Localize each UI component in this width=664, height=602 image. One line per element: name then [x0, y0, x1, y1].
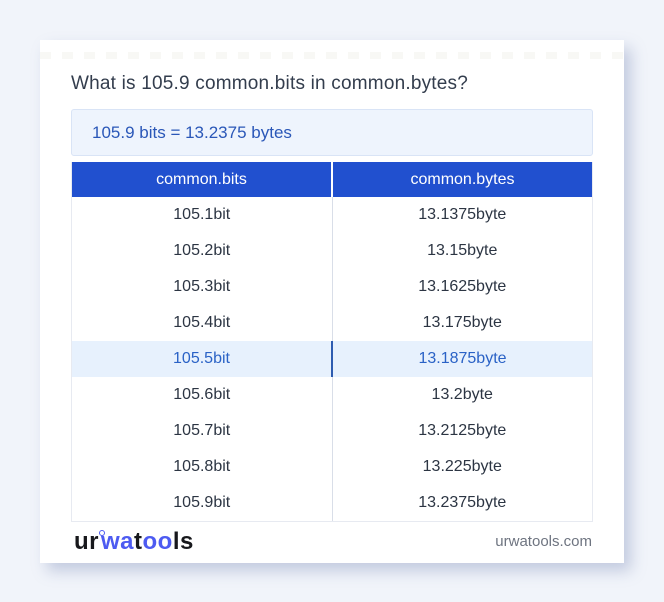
bits-cell: 105.2bit	[72, 233, 333, 269]
table-row[interactable]: 105.4bit 13.175byte	[72, 305, 592, 341]
bits-cell: 105.3bit	[72, 269, 333, 305]
bits-cell: 105.8bit	[72, 449, 333, 485]
logo-text: ur	[74, 527, 99, 555]
column-header-bytes: common.bytes	[333, 162, 592, 197]
table-body: 105.1bit 13.1375byte 105.2bit 13.15byte 105.…	[72, 197, 592, 521]
bits-cell: 105.9bit	[72, 485, 333, 521]
table-row[interactable]: 105.1bit 13.1375byte	[72, 197, 592, 233]
site-domain-text: urwatools.com	[495, 533, 592, 550]
logo-text: t	[134, 527, 143, 555]
table-row[interactable]: 105.2bit 13.15byte	[72, 233, 592, 269]
bytes-cell: 13.1375byte	[418, 206, 507, 223]
table-row[interactable]: 105.9bit 13.2375byte	[72, 485, 592, 521]
bytes-cell: 13.175byte	[422, 314, 502, 331]
table-row[interactable]: 105.5bit 13.1875byte	[72, 341, 592, 377]
bits-cell: 105.6bit	[72, 377, 333, 413]
card-content: What is 105.9 common.bits in common.byte…	[40, 40, 624, 563]
bytes-cell: 13.15byte	[427, 242, 498, 259]
conversion-result-box: 105.9 bits = 13.2375 bytes	[71, 109, 593, 156]
bytes-cell: 13.2125byte	[418, 422, 507, 439]
logo-text: wa	[101, 527, 135, 555]
bits-cell: 105.4bit	[72, 305, 333, 341]
logo-text: oo	[142, 527, 173, 555]
logo-ring-icon	[99, 529, 105, 536]
card-top-pattern	[40, 52, 624, 59]
conversion-result-text: 105.9 bits = 13.2375 bytes	[92, 122, 292, 142]
bytes-cell: 13.225byte	[422, 458, 502, 475]
table-row[interactable]: 105.8bit 13.225byte	[72, 449, 592, 485]
column-header-bits: common.bits	[72, 162, 333, 197]
site-logo[interactable]: ur wa t oo ls	[74, 528, 194, 556]
conversion-card: What is 105.9 common.bits in common.byte…	[40, 40, 624, 563]
logo-text: ls	[172, 527, 194, 555]
conversion-table: common.bits common.bytes 105.1bit 13.1375…	[71, 162, 593, 522]
table-header-row: common.bits common.bytes	[72, 162, 592, 197]
bytes-cell: 13.2byte	[431, 386, 493, 403]
bytes-cell: 13.1625byte	[418, 278, 507, 295]
table-row[interactable]: 105.7bit 13.2125byte	[72, 413, 592, 449]
card-footer: ur wa t oo ls urwatools.com	[71, 522, 593, 563]
bits-cell: 105.5bit	[72, 341, 333, 377]
bits-cell: 105.7bit	[72, 413, 333, 449]
table-row[interactable]: 105.3bit 13.1625byte	[72, 269, 592, 305]
bits-cell: 105.1bit	[72, 197, 333, 233]
bytes-cell: 13.2375byte	[418, 494, 507, 511]
table-row[interactable]: 105.6bit 13.2byte	[72, 377, 592, 413]
page-title: What is 105.9 common.bits in common.byte…	[71, 73, 469, 94]
bytes-cell: 13.1875byte	[418, 350, 507, 367]
